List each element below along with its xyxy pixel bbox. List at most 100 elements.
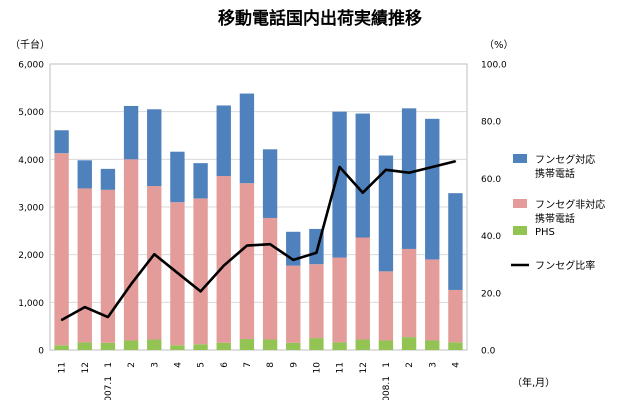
x-tick-label: 12 [359,362,369,373]
bar-segment [262,339,278,350]
x-year-label: 2008.1 [382,376,392,400]
ratio-point [454,160,457,163]
y-tick-label: 5,000 [18,108,44,118]
bar-segment [401,337,417,350]
y2-tick-label: 100.0 [481,61,507,71]
ratio-point [431,166,434,168]
bar-segment [216,105,231,177]
y2-tick-label: 0.0 [481,347,496,357]
bar-segment [401,248,417,338]
legend-swatch [513,154,527,163]
ratio-point [385,169,387,171]
bar-segment [286,342,301,350]
y2-tick-label: 80.0 [481,118,501,128]
ratio-point [83,306,86,308]
bar-segment [309,338,324,350]
y2-axis-unit-label: （%） [484,39,514,51]
y-tick-label: 0 [38,347,44,357]
chart-title: 移動電話国内出荷実績推移 [218,8,422,29]
x-tick-label: 3 [428,362,438,368]
bar-segment [123,105,139,160]
x-tick-label: 9 [289,362,299,368]
ratio-point [292,259,295,261]
x-tick-label: 11 [336,362,346,373]
bar-layer [54,93,463,350]
bar-segment [378,155,394,272]
bar-segment [54,130,69,154]
bar-segment [239,339,255,350]
bar-segment [239,93,255,184]
y-tick-label: 4,000 [18,156,44,166]
x-tick-label: 8 [266,362,276,368]
bar-segment [425,259,440,341]
bar-segment [147,109,162,187]
x-tick-label: 1 [382,362,392,368]
bar-segment [123,159,139,341]
ratio-point [153,253,156,255]
x-tick-label: 4 [451,362,461,368]
ratio-point [269,243,271,245]
ratio-line-layer [60,159,457,322]
bar-segment [355,113,370,238]
bar-segment [332,257,347,343]
bar-segment [216,176,231,343]
x-axis-unit-label: （年,月） [512,376,555,389]
bar-segment [355,237,370,340]
legend-label: PHS [535,227,555,238]
axes: 0 1,000 2,000 3,000 4,000 5,000 6,000 0.0 20.0 40… [18,61,507,404]
ratio-point [199,290,202,293]
ratio-point [246,244,248,247]
bar-segment [448,289,463,343]
y-tick-label: 3,000 [18,204,44,214]
bar-segment [355,339,370,350]
legend-label: フンセグ対応 [535,153,595,166]
y-tick-label: 1,000 [18,299,44,309]
legend-label: 携帯電話 [535,167,575,180]
x-tick-label: 4 [173,362,183,368]
ratio-point [338,166,341,168]
bar-segment [170,345,185,350]
y-tick-label: 6,000 [18,61,44,71]
bar-segment [286,265,301,343]
bar-segment [170,151,185,203]
bar-segment [262,217,278,340]
bar-segment [216,342,231,350]
bar-segment [193,163,208,199]
bar-segment [54,153,69,346]
ratio-point [222,264,225,267]
bar-segment [309,264,324,339]
x-tick-label: 2 [127,362,137,368]
legend-swatch [513,226,527,235]
bar-segment [332,111,347,258]
bar-segment [378,340,394,350]
ratio-point [130,283,132,286]
x-tick-label: 5 [197,362,207,368]
bar-segment [54,345,69,350]
y2-tick-label: 40.0 [481,232,501,242]
ratio-point [60,319,63,321]
bar-segment [193,344,208,350]
bar-segment [100,168,116,190]
x-tick-label: 2 [405,362,415,368]
ratio-point [315,251,318,254]
x-tick-label: 11 [58,362,68,373]
legend-label: フンセグ非対応 [535,198,605,211]
x-tick-label: 6 [220,362,230,368]
bar-segment [77,160,92,189]
legend-swatch [513,199,527,208]
bar-segment [401,108,417,249]
bar-segment [100,342,116,350]
ratio-point [361,191,364,194]
bar-segment [123,340,139,350]
y-tick-label: 2,000 [18,251,44,261]
bar-segment [332,342,347,350]
bar-segment [425,118,440,260]
bar-segment [448,193,463,290]
bar-segment [378,271,394,341]
bar-segment [239,183,255,340]
legend-label: フンセグ比率 [535,259,595,272]
bar-segment [100,189,116,343]
x-tick-label: 1 [104,362,114,368]
